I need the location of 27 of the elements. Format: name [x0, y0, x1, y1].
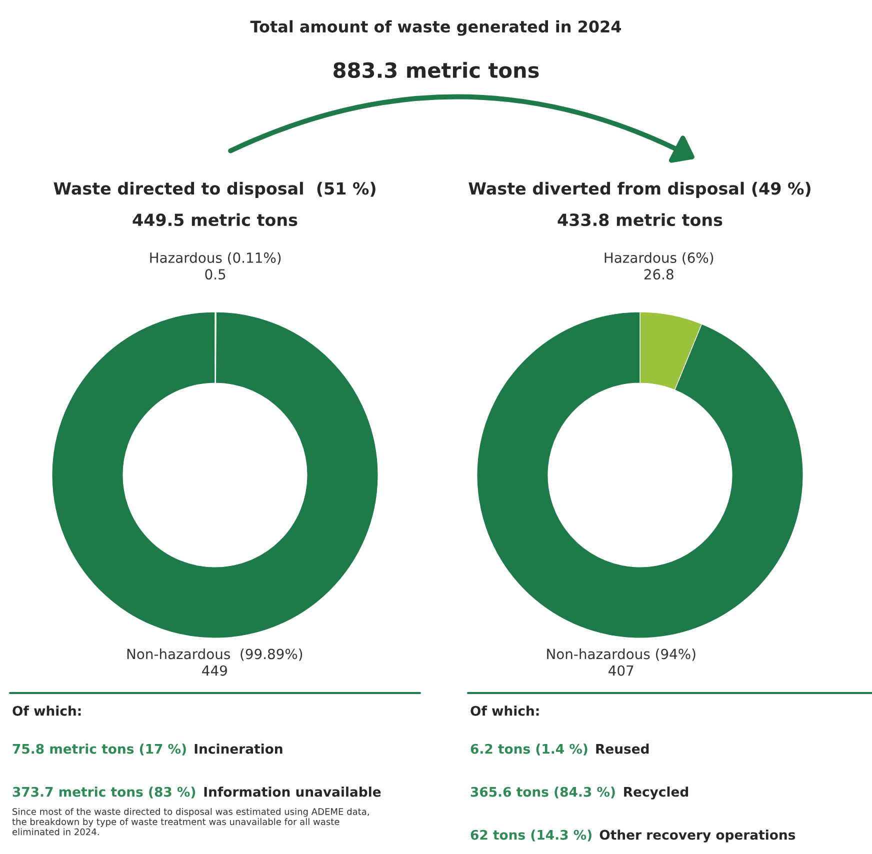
chart-title: Waste diverted from disposal (49 %)	[468, 182, 810, 198]
data-label: 407	[608, 665, 634, 676]
text: Since most of the waste directed to disposal was estimated using ADEME data, the breakdown by type of waste treatment was unavailable for all waste eliminated in 2024.	[12, 808, 369, 836]
text: 365.6 tons (84.3 %)	[470, 786, 615, 798]
text: Recycled	[624, 786, 688, 800]
chart-subtitle: 449.5 metric tons	[132, 213, 298, 226]
text: 62 tons (14.3 %)	[470, 830, 592, 842]
text: Total amount of waste generated in 2024	[250, 20, 622, 36]
text: Incineration	[194, 744, 282, 754]
data-label: 0.5	[205, 269, 226, 280]
chart-subtitle: 433.8 metric tons	[558, 213, 722, 226]
slice-label: Non-hazardous (94%)	[547, 648, 696, 661]
text: 883.3 metric tons	[334, 62, 539, 78]
text: Of which:	[470, 706, 539, 716]
slice-label: Non-hazardous (99.89%)	[127, 648, 302, 661]
data-label: 26.8	[644, 269, 674, 280]
text: Reused	[596, 744, 649, 754]
slice-label: Hazardous (6%)	[604, 252, 714, 265]
text: Of which:	[12, 706, 81, 716]
slice-label: Hazardous (0.11%)	[150, 252, 281, 265]
text: Information unavailable	[204, 786, 381, 797]
data-label: 449	[202, 665, 227, 676]
text: Other recovery operations	[600, 830, 796, 842]
text: 6.2 tons (1.4 %)	[470, 744, 588, 756]
text: 373.7 metric tons (83 %)	[12, 786, 196, 798]
text: 75.8 metric tons (17 %)	[12, 744, 186, 756]
chart-title: Waste directed to disposal (51 %)	[54, 182, 376, 198]
